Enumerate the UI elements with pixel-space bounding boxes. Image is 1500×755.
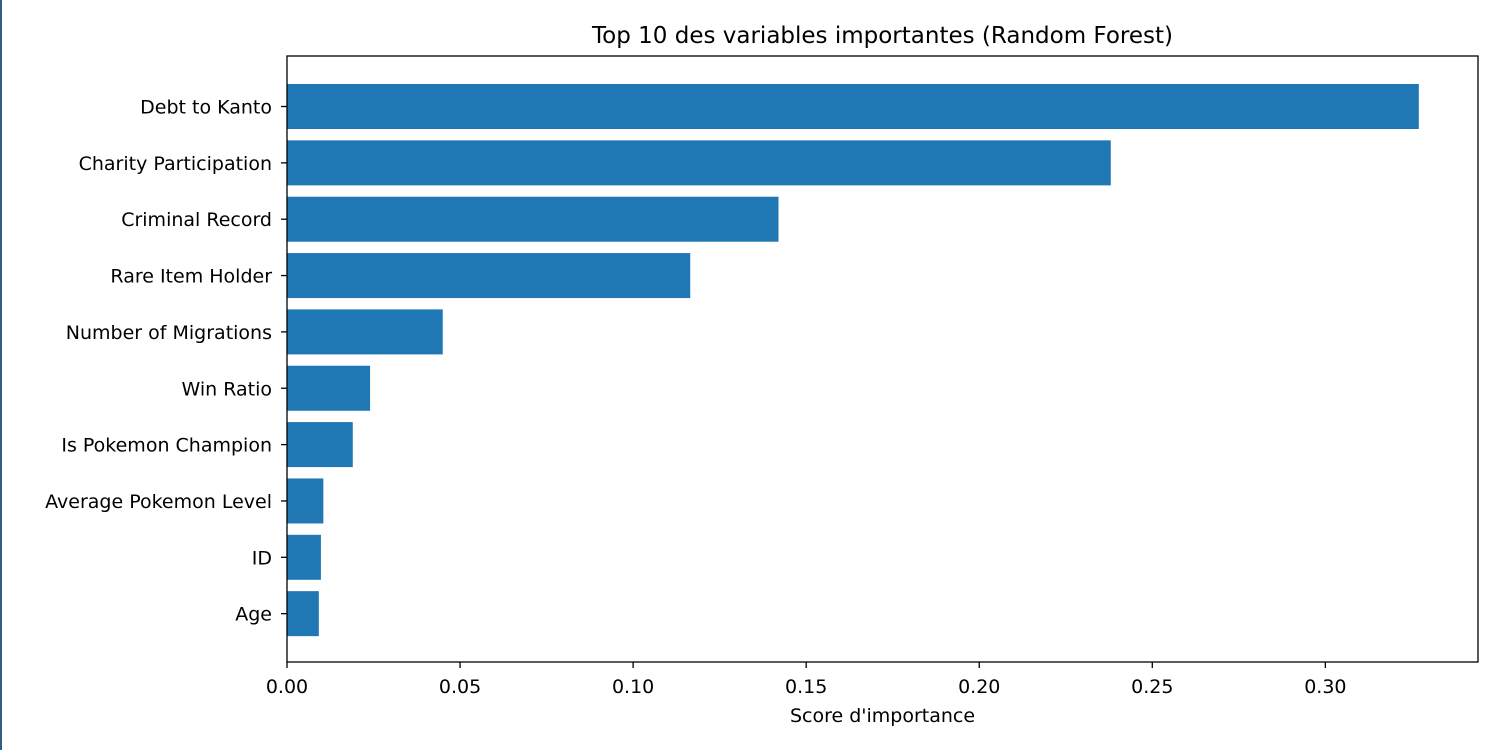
bar-number-of-migrations: [287, 309, 443, 355]
y-tick-label: Win Ratio: [181, 378, 272, 400]
x-tick-label: 0.20: [958, 676, 1000, 698]
x-tick-label: 0.05: [439, 676, 481, 698]
bars-group: [287, 84, 1419, 637]
chart-title: Top 10 des variables importantes (Random…: [591, 23, 1173, 49]
y-tick-label: ID: [252, 547, 272, 569]
x-tick-label: 0.15: [785, 676, 827, 698]
y-tick-label: Age: [235, 604, 272, 626]
bar-charity-participation: [287, 140, 1111, 186]
bar-age: [287, 591, 319, 637]
y-tick-label: Criminal Record: [121, 209, 272, 231]
x-axis: 0.00 0.05 0.10 0.15 0.20 0.25 0.30: [266, 662, 1347, 698]
x-axis-label: Score d'importance: [790, 705, 975, 727]
bar-debt-to-kanto: [287, 84, 1419, 129]
x-tick-label: 0.30: [1304, 676, 1346, 698]
bar-average-pokemon-level: [287, 478, 324, 524]
x-tick-label: 0.25: [1131, 676, 1173, 698]
y-tick-label: Number of Migrations: [66, 322, 272, 344]
y-axis: Debt to Kanto Charity Participation Crimin…: [45, 97, 287, 626]
y-tick-label: Average Pokemon Level: [45, 491, 272, 513]
bar-criminal-record: [287, 196, 779, 242]
bar-rare-item-holder: [287, 253, 691, 299]
x-tick-label: 0.10: [612, 676, 654, 698]
bar-win-ratio: [287, 365, 371, 411]
y-tick-label: Is Pokemon Champion: [61, 435, 272, 457]
bar-is-pokemon-champion: [287, 422, 353, 468]
y-tick-label: Rare Item Holder: [110, 266, 272, 288]
y-tick-label: Debt to Kanto: [140, 97, 272, 119]
x-tick-label: 0.00: [266, 676, 308, 698]
plot-frame: [286, 55, 1479, 663]
bar-id: [287, 534, 321, 580]
window-left-edge: [0, 0, 2, 750]
y-tick-label: Charity Participation: [79, 153, 272, 175]
